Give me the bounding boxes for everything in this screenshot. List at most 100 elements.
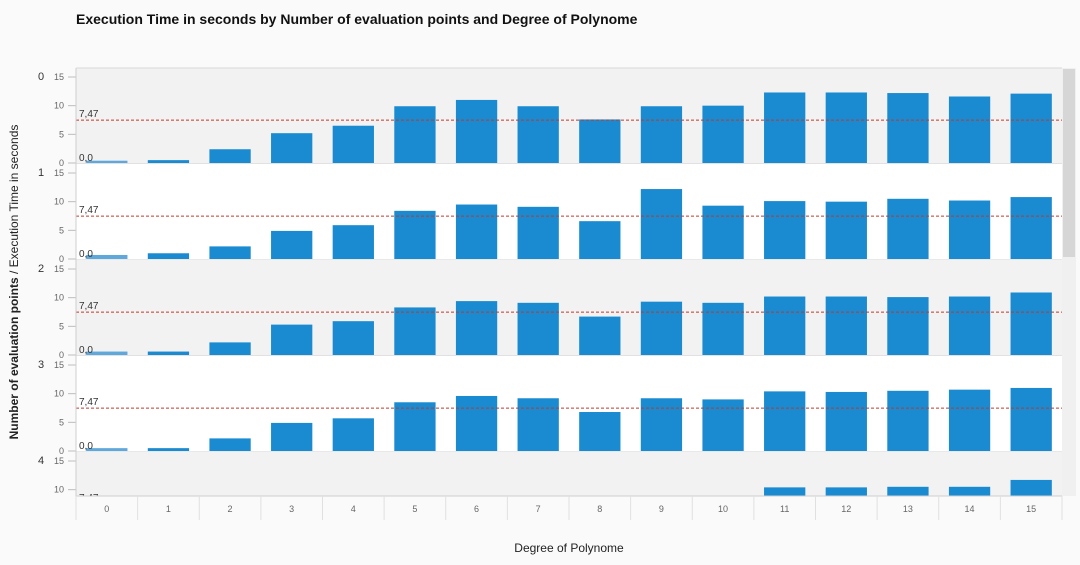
bar-1-10: [702, 205, 744, 259]
x-tick-label: 6: [474, 504, 479, 514]
bar-1-8: [579, 221, 621, 259]
bar-3-13: [887, 390, 929, 451]
bar-3-7: [517, 398, 559, 451]
facet-label: 1: [38, 167, 44, 179]
bar-1-11: [764, 201, 806, 259]
bar-4-13: [887, 486, 929, 496]
x-tick-label: 10: [718, 504, 728, 514]
bar-3-4: [332, 418, 374, 451]
y-tick-label: 0: [59, 158, 64, 168]
bar-1-9: [640, 189, 683, 259]
bar-3-0: [86, 448, 128, 451]
bar-2-8: [579, 316, 621, 355]
y-tick-label: 5: [59, 129, 64, 139]
y-axis-title-suffix: Execution Time in seconds: [7, 124, 21, 268]
y-tick-label: 0: [59, 350, 64, 360]
average-reference-label: 7,47: [79, 397, 99, 408]
bar-3-11: [764, 391, 806, 451]
bar-0-3: [271, 133, 313, 163]
bar-1-6: [455, 204, 498, 259]
bars-layer: [86, 92, 1052, 496]
bar-2-15: [1010, 292, 1052, 355]
bar-4-12: [825, 487, 867, 496]
bar-3-15: [1010, 387, 1052, 451]
bar-2-0: [86, 351, 128, 355]
bar-1-15: [1010, 197, 1052, 259]
x-tick-label: 14: [965, 504, 975, 514]
bar-3-8: [579, 412, 621, 451]
average-reference-label: 7,47: [79, 205, 99, 216]
facet-label: 2: [38, 263, 44, 275]
facet-label: 0: [38, 71, 44, 83]
bar-1-1: [147, 253, 190, 259]
x-axis-title: Degree of Polynome: [514, 541, 624, 555]
y-axis-title: Number of evaluation points / Execution …: [7, 125, 21, 440]
zero-reference-label: 0,0: [79, 345, 93, 356]
bar-2-13: [887, 297, 929, 355]
bar-2-4: [332, 321, 374, 355]
y-tick-label: 10: [54, 101, 64, 111]
y-axis-title-prefix: Number of evaluation points: [7, 277, 21, 440]
bar-0-6: [455, 99, 498, 163]
bar-2-1: [147, 351, 190, 355]
y-tick-label: 15: [54, 456, 64, 466]
bar-0-8: [579, 119, 621, 163]
scrollbar-thumb[interactable]: [1063, 69, 1075, 257]
facet-label: 4: [38, 455, 44, 467]
bar-2-7: [517, 302, 559, 355]
x-tick-label: 2: [228, 504, 233, 514]
bar-4-11: [764, 487, 806, 496]
x-axis: 0 1 2 3 4 5 6 7 8 9 10 11 12 13 14 15: [75, 495, 1063, 520]
bar-3-9: [640, 398, 683, 451]
y-tick-label: 15: [54, 264, 64, 274]
bar-0-0: [86, 160, 128, 163]
y-tick-label: 10: [54, 485, 64, 495]
bar-3-1: [147, 448, 190, 451]
bar-2-3: [271, 324, 313, 355]
bar-1-0: [86, 254, 128, 259]
y-tick-label: 15: [54, 360, 64, 370]
average-reference-label: 7,47: [79, 493, 99, 504]
y-tick-label: 15: [54, 72, 64, 82]
y-tick-label: 10: [54, 389, 64, 399]
bar-0-1: [147, 160, 190, 163]
bar-0-4: [332, 125, 374, 163]
bar-0-7: [517, 106, 559, 163]
average-reference-label: 7,47: [79, 301, 99, 312]
bar-1-5: [394, 210, 436, 259]
y-tick-label: 5: [59, 321, 64, 331]
bar-1-13: [887, 198, 929, 259]
bar-0-11: [764, 92, 806, 163]
y-tick-label: 5: [59, 417, 64, 427]
bar-0-15: [1010, 93, 1052, 163]
bar-3-12: [825, 391, 867, 451]
y-tick-label: 5: [59, 225, 64, 235]
bar-4-14: [948, 486, 991, 496]
x-tick-label: 9: [659, 504, 664, 514]
bar-2-11: [764, 296, 806, 355]
zero-reference-label: 0,0: [79, 249, 93, 260]
y-tick-label: 10: [54, 293, 64, 303]
y-tick-label: 10: [54, 197, 64, 207]
bar-2-12: [825, 296, 867, 355]
average-reference-label: 7,47: [79, 109, 99, 120]
bar-0-14: [948, 96, 991, 163]
x-tick-label: 11: [780, 504, 789, 514]
x-tick-label: 15: [1026, 504, 1036, 514]
x-tick-label: 3: [289, 504, 294, 514]
x-tick-label: 8: [597, 504, 602, 514]
bar-0-2: [209, 149, 251, 163]
y-tick-label: 15: [54, 168, 64, 178]
bar-1-12: [825, 201, 867, 259]
x-tick-label: 7: [536, 504, 541, 514]
bar-2-5: [394, 307, 436, 355]
x-tick-label: 1: [166, 504, 171, 514]
bar-1-3: [271, 230, 313, 259]
bar-4-15: [1010, 479, 1052, 496]
bar-0-13: [887, 93, 929, 163]
bar-2-14: [948, 296, 991, 355]
bar-0-10: [702, 105, 744, 163]
bar-0-5: [394, 106, 436, 163]
bar-3-10: [702, 399, 744, 451]
